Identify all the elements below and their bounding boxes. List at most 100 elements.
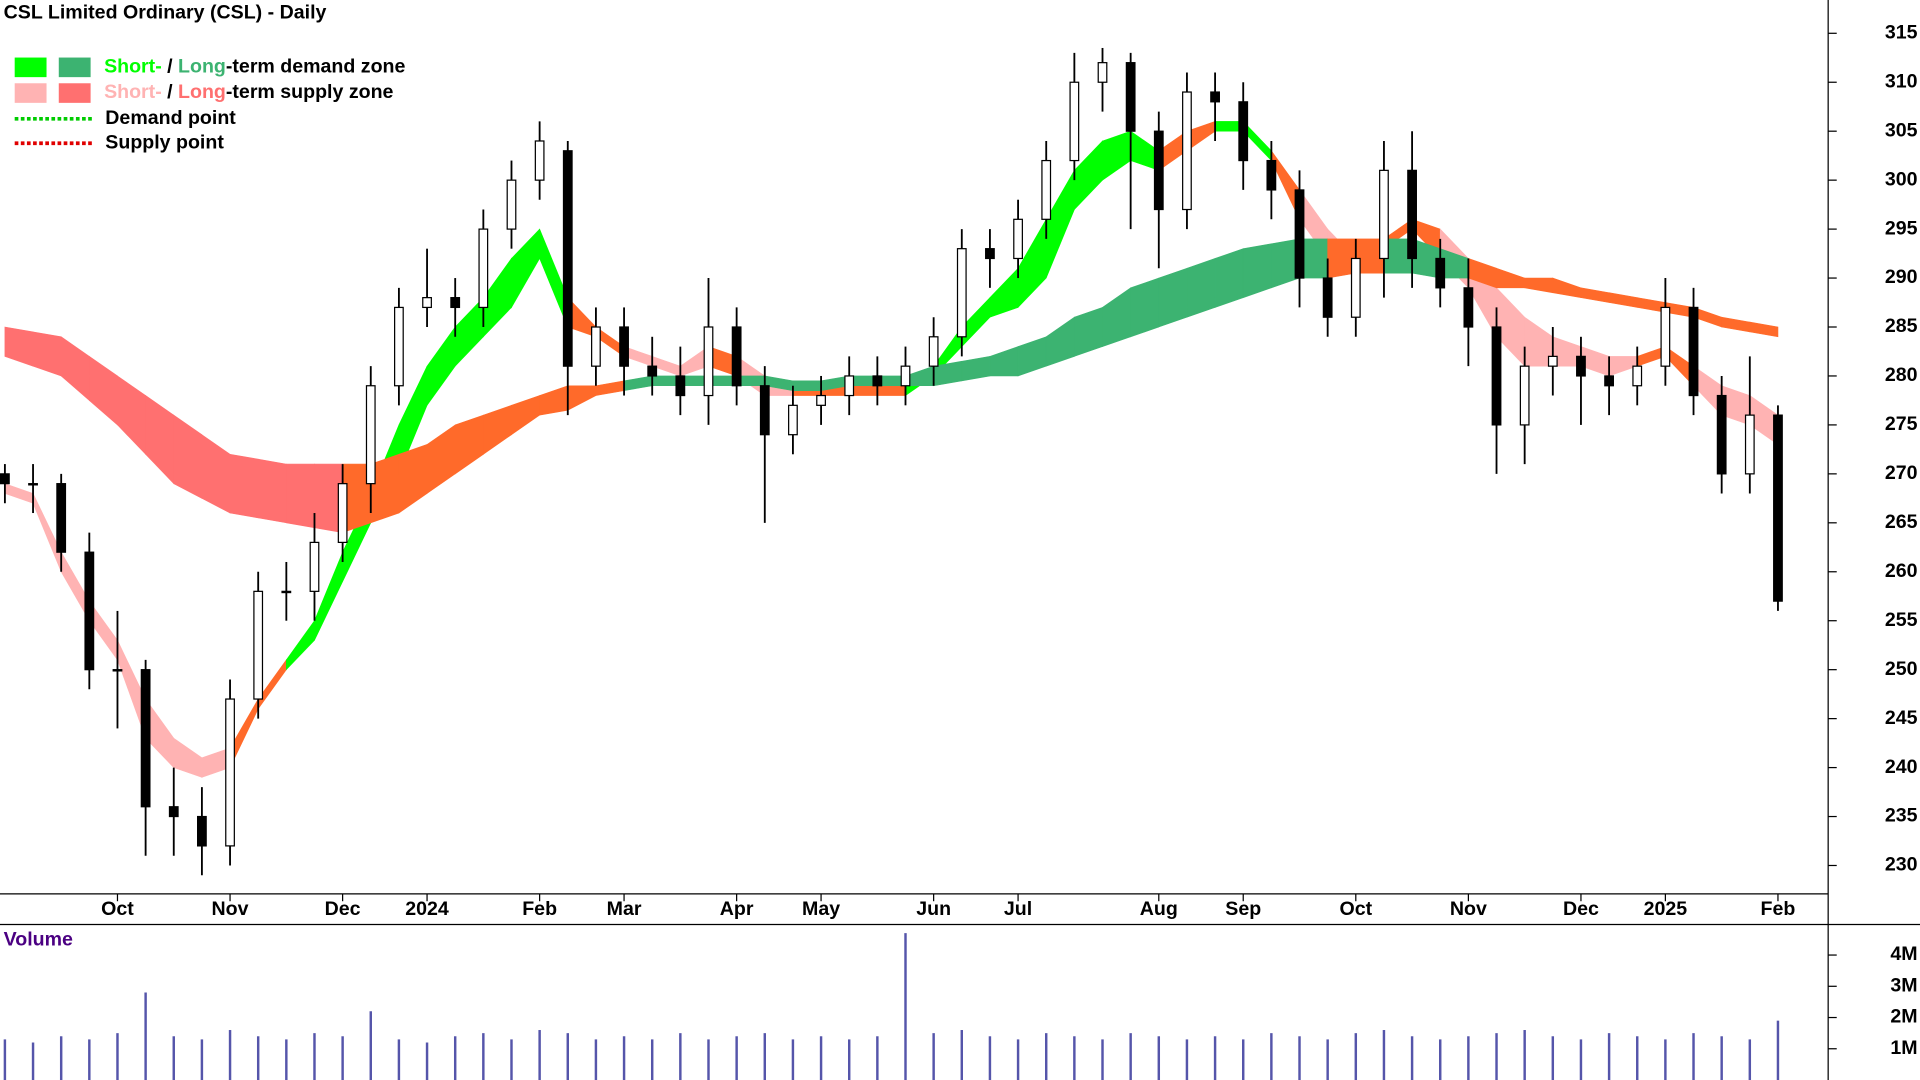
x-tick-label: May [802, 898, 840, 920]
y-tick-label: 255 [1885, 609, 1918, 631]
candle-body [1576, 355, 1586, 377]
candle-body [337, 483, 348, 544]
y-tick-label: 285 [1885, 315, 1918, 337]
candle-body [1182, 91, 1192, 211]
x-tick-label: Nov [1450, 898, 1487, 920]
candle-body [1097, 62, 1108, 83]
x-tick-label: Jul [1004, 898, 1032, 920]
candle-body [394, 306, 404, 387]
zone-segment [1242, 243, 1272, 299]
candle-body [506, 179, 517, 230]
zone-segment [286, 463, 315, 529]
candle-body [956, 248, 967, 338]
candle-body [900, 365, 911, 387]
candle-body [1632, 365, 1643, 387]
candle-body [1379, 169, 1389, 260]
candle-body [1350, 257, 1361, 318]
candle-body [759, 385, 770, 436]
candle-body [84, 551, 95, 671]
zone-segment [1186, 258, 1216, 318]
zone-segment [229, 453, 259, 519]
legend-text: -term supply zone [226, 81, 394, 103]
legend-swatch [58, 83, 91, 103]
candle-body [168, 806, 179, 818]
candle-body [197, 815, 207, 847]
candle-body [1210, 91, 1220, 103]
x-tick-label: Feb [522, 898, 557, 920]
candle-body [619, 326, 629, 367]
candle-body [1153, 130, 1164, 211]
chart-title: CSL Limited Ordinary (CSL) - Daily [4, 2, 327, 24]
candle-body [309, 541, 320, 592]
candle-body [1688, 306, 1699, 397]
legend-label: Short- / Long-term demand zone [104, 56, 405, 78]
legend-text: Short- [104, 56, 162, 78]
candle-body [1604, 375, 1614, 387]
y-tick-label: 305 [1885, 119, 1918, 141]
candle-body [1435, 257, 1446, 289]
y-tick-label: 300 [1885, 168, 1918, 190]
candle-body [1069, 81, 1080, 162]
legend-swatch [14, 57, 47, 78]
x-tick-label: Dec [1563, 898, 1599, 920]
volume-tick-label: 3M [1890, 974, 1917, 996]
legend-text: / [162, 56, 178, 78]
y-tick-label: 250 [1885, 658, 1918, 680]
y-tick-label: 235 [1885, 805, 1918, 827]
candle-body [1463, 287, 1474, 328]
y-tick-label: 245 [1885, 707, 1918, 729]
legend-text: Long [178, 56, 226, 78]
candle-body [253, 590, 264, 700]
x-tick-label: Oct [101, 898, 134, 920]
legend-label: Short- / Long-term supply zone [104, 81, 393, 103]
candle-body [1266, 159, 1277, 191]
legend-label: Demand point [105, 107, 236, 129]
candle-body [1491, 326, 1502, 426]
candle-body [225, 698, 235, 847]
y-tick-label: 295 [1885, 217, 1918, 239]
y-tick-label: 240 [1885, 756, 1918, 778]
candle-body [1238, 101, 1249, 162]
zone-segment [792, 380, 822, 391]
zone-segment [1130, 277, 1160, 338]
y-tick-label: 260 [1885, 560, 1918, 582]
x-tick-label: Feb [1761, 898, 1796, 920]
y-tick-label: 280 [1885, 364, 1918, 386]
x-tick-label: 2024 [405, 898, 449, 920]
legend-text: -term demand zone [226, 56, 406, 78]
legend-label: Supply point [105, 131, 224, 153]
y-tick-label: 315 [1885, 21, 1918, 43]
candle-body [534, 140, 545, 181]
candle-body [1125, 62, 1136, 132]
candle-body [1519, 365, 1530, 426]
candle-body [112, 669, 123, 672]
x-tick-label: Apr [720, 898, 754, 920]
x-tick-label: Aug [1140, 898, 1178, 920]
volume-tick-label: 2M [1890, 1006, 1917, 1028]
candle-body [816, 394, 826, 406]
x-tick-label: Nov [212, 898, 249, 920]
volume-tick-label: 1M [1890, 1037, 1917, 1059]
y-tick-label: 310 [1885, 70, 1918, 92]
legend-text: Short- [104, 81, 162, 103]
candle-body [928, 336, 939, 367]
candle-body [872, 375, 883, 387]
candle-body [562, 150, 573, 367]
x-tick-label: Mar [607, 898, 642, 920]
candle-body [28, 483, 38, 486]
legend-text: / [162, 81, 178, 103]
candle-body [140, 669, 151, 808]
candle-body [1294, 189, 1305, 279]
legend-text: Long [178, 81, 226, 103]
candle-body [703, 326, 714, 397]
zone-segment [877, 385, 906, 396]
candle-body [478, 228, 489, 309]
candle-body [1716, 394, 1727, 475]
y-tick-label: 265 [1885, 511, 1918, 533]
legend-swatch [58, 57, 91, 78]
zone-segment [1158, 267, 1188, 328]
candle-body [1660, 306, 1671, 367]
candle-body [647, 365, 658, 377]
